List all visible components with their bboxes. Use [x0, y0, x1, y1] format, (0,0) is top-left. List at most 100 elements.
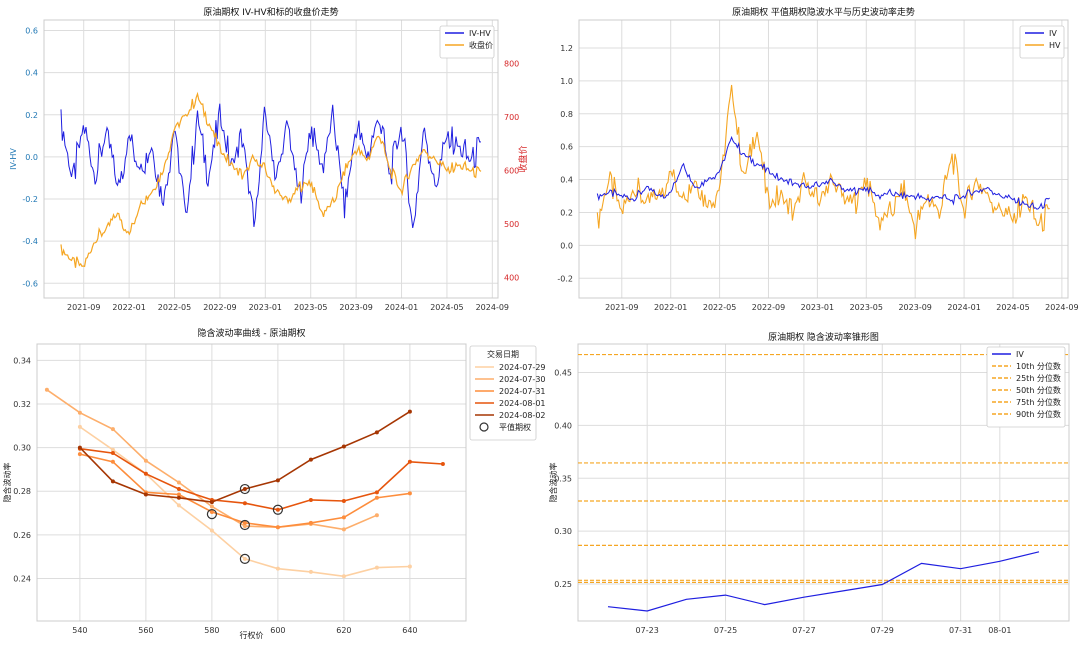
x-tick-label: 2023-05 — [294, 303, 327, 312]
y-tick-label: 1.0 — [560, 77, 573, 86]
x-tick-label: 07-25 — [714, 626, 737, 635]
y-tick-label: 0.4 — [560, 176, 573, 185]
data-point — [209, 509, 214, 514]
data-point — [242, 520, 247, 525]
data-point — [407, 491, 412, 496]
legend-label: 2024-07-29 — [499, 363, 546, 372]
data-point — [341, 527, 346, 532]
data-point — [77, 452, 82, 457]
data-point — [110, 427, 115, 432]
legend-box — [1019, 25, 1065, 59]
series-close-price-line — [60, 91, 482, 268]
x-tick-label: 07-23 — [636, 626, 659, 635]
data-point — [407, 564, 412, 569]
x-tick-label: 560 — [138, 626, 153, 635]
y-tick-label: 0.24 — [13, 574, 31, 583]
chart-atm-iv-vs-hv: -0.2 0.0 0.2 0.4 0.6 0.8 1.0 1.2 2021-09 2022-01 2… — [557, 6, 1078, 312]
data-point — [209, 500, 214, 505]
legend-label: 25th 分位数 — [1016, 373, 1061, 383]
series-hv-line — [596, 84, 1050, 240]
y2-axis-label: 收盘价 — [517, 145, 529, 172]
data-point — [44, 387, 49, 392]
atm-marker — [239, 519, 250, 531]
data-point — [341, 444, 346, 449]
data-point — [242, 487, 247, 492]
x-tick-label: 2023-09 — [339, 303, 372, 312]
x-tick-label: 2023-01 — [801, 303, 834, 312]
data-point — [110, 451, 115, 456]
x-tick-label: 2022-09 — [752, 303, 785, 312]
x-tick-label: 620 — [336, 626, 351, 635]
chart-title: 隐含波动率曲线 - 原油期权 — [198, 327, 306, 339]
x-tick-label: 2022-09 — [203, 303, 236, 312]
data-point — [77, 424, 82, 429]
chart-title: 原油期权 IV-HV和标的收盘价走势 — [203, 6, 338, 18]
x-tick-label: 07-31 — [949, 626, 972, 635]
x-tick-label: 2024-09 — [476, 303, 509, 312]
data-point — [176, 492, 181, 497]
data-point — [275, 566, 280, 571]
x-tick-label: 580 — [204, 626, 219, 635]
y2-tick-label: 600 — [504, 167, 519, 176]
legend-label: 50th 分位数 — [1016, 385, 1061, 395]
legend-label: IV-HV — [469, 29, 491, 38]
y-tick-label: 0.6 — [560, 143, 573, 152]
data-point — [341, 574, 346, 579]
x-tick-label: 2021-09 — [605, 303, 638, 312]
legend-box — [986, 346, 1066, 428]
x-tick-label: 600 — [270, 626, 285, 635]
legend-label: 75th 分位数 — [1016, 397, 1061, 407]
chart-iv-hv-price: -0.6 -0.4 -0.2 0.0 0.2 0.4 0.6 400 500 600 700 800 2… — [9, 6, 529, 312]
atm-marker — [272, 504, 283, 515]
y-tick-label: 1.2 — [560, 44, 573, 53]
x-tick-label: 2023-09 — [898, 303, 931, 312]
y-tick-label: 0.40 — [554, 421, 572, 430]
data-point — [209, 528, 214, 533]
data-point — [176, 495, 181, 500]
y-tick-label: 0.30 — [13, 444, 31, 453]
data-point — [341, 499, 346, 504]
legend-label: 收盘价 — [469, 40, 493, 50]
x-tick-label: 2023-01 — [249, 303, 282, 312]
atm-marker — [206, 509, 217, 520]
plot-frame — [36, 343, 467, 622]
data-point — [242, 556, 247, 561]
x-tick-label: 07-29 — [871, 626, 894, 635]
data-point — [341, 515, 346, 520]
y-tick-label: 0.45 — [554, 369, 572, 378]
legend-box — [439, 25, 495, 59]
x-tick-label: 2021-09 — [67, 303, 100, 312]
x-tick-label: 2024-09 — [1045, 303, 1078, 312]
y-tick-label: 0.2 — [560, 208, 573, 217]
data-point — [242, 501, 247, 506]
data-point — [110, 479, 115, 484]
x-tick-label: 2023-05 — [850, 303, 883, 312]
data-point — [242, 524, 247, 529]
y-tick-label: 0.0 — [560, 241, 573, 250]
legend-marker — [479, 422, 489, 432]
data-point — [143, 458, 148, 463]
data-point — [275, 507, 280, 512]
data-point — [374, 513, 379, 518]
data-point — [374, 490, 379, 495]
legend-label: HV — [1049, 41, 1061, 50]
data-point — [407, 459, 412, 464]
data-point — [209, 504, 214, 509]
y-axis-label: 隐含波动率 — [2, 463, 12, 503]
atm-marker — [239, 553, 250, 564]
x-tick-label: 2024-01 — [385, 303, 418, 312]
y2-tick-label: 700 — [504, 113, 519, 122]
legend-label: 2024-07-31 — [499, 387, 546, 396]
series-line-2024-08-01 — [79, 447, 443, 511]
y2-tick-label: 400 — [504, 274, 519, 283]
y-tick-label: 0.26 — [13, 531, 31, 540]
legend-label: 10th 分位数 — [1016, 361, 1061, 371]
y-axis-label: 隐含波动率 — [548, 463, 558, 503]
plot-frame — [43, 19, 499, 299]
data-point — [374, 495, 379, 500]
series-iv-line — [596, 135, 1050, 210]
x-tick-label: 2022-01 — [654, 303, 687, 312]
y-tick-label: 0.34 — [13, 356, 31, 365]
data-point — [176, 487, 181, 492]
data-point — [77, 410, 82, 415]
